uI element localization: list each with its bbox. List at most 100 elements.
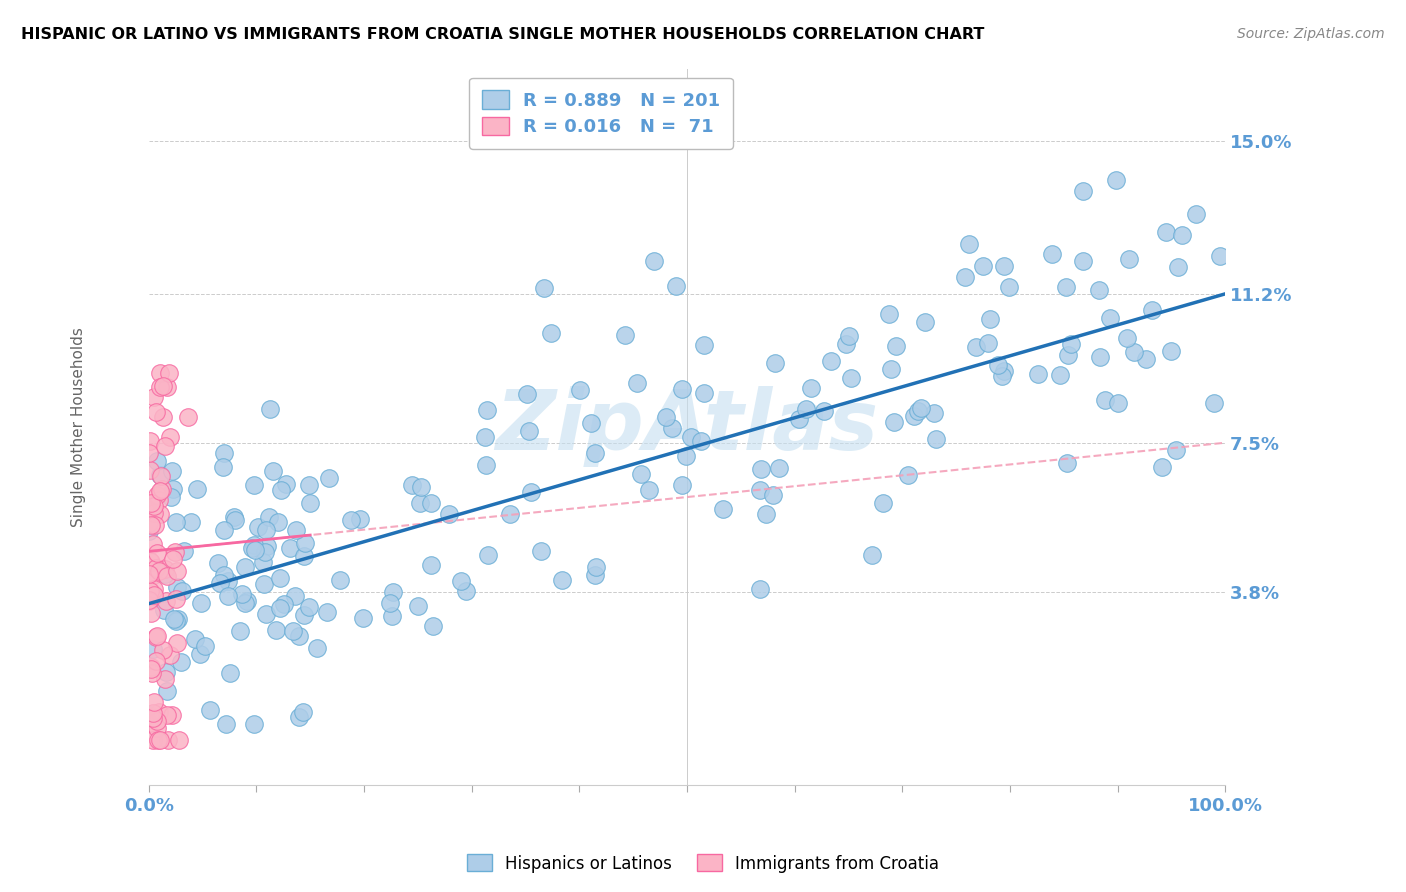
Point — [1167, 260, 1189, 274]
Point — [146, 721, 169, 735]
Point — [177, 409, 200, 424]
Point — [138, 594, 160, 608]
Point — [270, 483, 292, 498]
Point — [409, 480, 432, 494]
Point — [155, 593, 177, 607]
Point — [925, 432, 948, 446]
Point — [298, 599, 321, 614]
Point — [693, 385, 716, 400]
Point — [167, 733, 190, 747]
Point — [153, 566, 176, 581]
Point — [160, 490, 183, 504]
Point — [897, 468, 920, 483]
Point — [155, 684, 177, 698]
Point — [256, 539, 278, 553]
Point — [1118, 252, 1140, 266]
Point — [671, 477, 693, 491]
Point — [993, 364, 1015, 378]
Point — [583, 568, 606, 582]
Point — [1140, 302, 1163, 317]
Point — [145, 714, 167, 728]
Point — [499, 507, 522, 521]
Point — [661, 421, 683, 435]
Point — [420, 558, 443, 573]
Point — [800, 380, 823, 394]
Point — [143, 696, 166, 710]
Point — [626, 376, 648, 390]
Point — [156, 569, 179, 583]
Point — [477, 548, 499, 562]
Point — [254, 523, 277, 537]
Point — [1060, 337, 1083, 351]
Point — [149, 469, 172, 483]
Point — [924, 407, 946, 421]
Point — [212, 567, 235, 582]
Point — [138, 462, 160, 476]
Point — [224, 513, 246, 527]
Point — [236, 594, 259, 608]
Point — [148, 493, 170, 508]
Point — [585, 559, 607, 574]
Point — [145, 629, 167, 643]
Point — [972, 259, 994, 273]
Point — [152, 410, 174, 425]
Point — [655, 410, 678, 425]
Point — [287, 629, 309, 643]
Point — [212, 523, 235, 537]
Point — [183, 632, 205, 647]
Point — [142, 642, 165, 657]
Point — [243, 538, 266, 552]
Y-axis label: Single Mother Households: Single Mother Households — [72, 326, 86, 526]
Point — [278, 541, 301, 555]
Point — [142, 733, 165, 747]
Point — [148, 564, 170, 578]
Point — [454, 584, 477, 599]
Point — [1135, 351, 1157, 366]
Point — [965, 340, 987, 354]
Point — [152, 378, 174, 392]
Point — [474, 430, 496, 444]
Point — [991, 368, 1014, 383]
Point — [381, 608, 404, 623]
Legend: R = 0.889   N = 201, R = 0.016   N =  71: R = 0.889 N = 201, R = 0.016 N = 71 — [468, 78, 733, 149]
Point — [142, 710, 165, 724]
Point — [993, 259, 1015, 273]
Point — [987, 358, 1010, 372]
Point — [474, 458, 496, 472]
Point — [955, 269, 977, 284]
Point — [267, 515, 290, 529]
Point — [149, 467, 172, 482]
Point — [142, 582, 165, 597]
Point — [748, 483, 770, 497]
Point — [254, 607, 277, 622]
Point — [581, 416, 603, 430]
Point — [243, 717, 266, 731]
Point — [145, 561, 167, 575]
Point — [329, 573, 352, 587]
Point — [273, 598, 295, 612]
Point — [884, 339, 907, 353]
Point — [186, 482, 208, 496]
Point — [138, 566, 160, 581]
Point — [910, 401, 932, 416]
Point — [173, 544, 195, 558]
Point — [149, 484, 172, 499]
Point — [1088, 350, 1111, 364]
Point — [422, 619, 444, 633]
Point — [170, 656, 193, 670]
Point — [711, 502, 734, 516]
Point — [820, 353, 842, 368]
Point — [142, 537, 165, 551]
Point — [156, 708, 179, 723]
Point — [157, 366, 180, 380]
Point — [690, 434, 713, 448]
Point — [262, 464, 284, 478]
Point — [305, 641, 328, 656]
Point — [872, 495, 894, 509]
Point — [222, 509, 245, 524]
Point — [141, 606, 163, 620]
Point — [166, 580, 188, 594]
Point — [141, 666, 163, 681]
Point — [880, 362, 903, 376]
Point — [671, 382, 693, 396]
